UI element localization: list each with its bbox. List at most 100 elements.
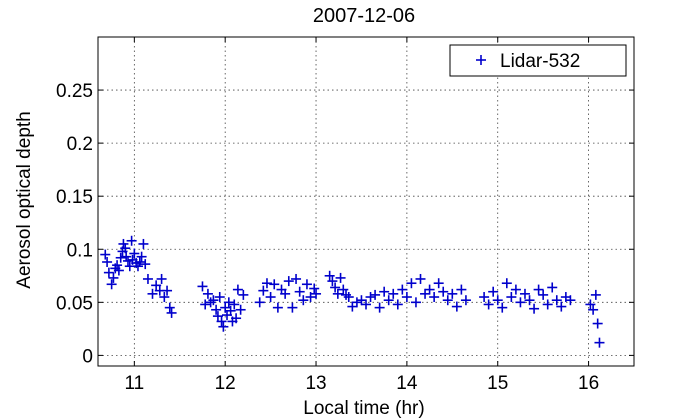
data-point: [524, 295, 535, 306]
data-point: [356, 295, 367, 306]
data-point: [324, 270, 335, 281]
x-tick-label: 11: [124, 373, 144, 394]
data-point: [102, 256, 113, 267]
data-point: [585, 299, 596, 310]
data-point: [129, 248, 140, 259]
data-point: [538, 289, 549, 300]
data-point: [506, 292, 517, 303]
data-point: [269, 279, 280, 290]
data-point: [100, 249, 111, 260]
data-point: [216, 316, 227, 327]
data-point: [229, 299, 240, 310]
data-points: [100, 235, 605, 348]
data-point: [479, 292, 490, 303]
data-point: [361, 299, 371, 310]
data-point: [258, 285, 269, 296]
data-point: [214, 292, 225, 303]
data-point: [218, 321, 229, 332]
y-axis-ticks: 0 0.05 0.1 0.15 0.2 0.25: [56, 81, 634, 367]
data-point: [456, 284, 467, 295]
data-point: [212, 311, 223, 322]
data-point: [492, 295, 503, 306]
data-point: [232, 284, 243, 295]
data-point: [138, 238, 149, 249]
data-point: [460, 295, 471, 306]
data-point: [134, 256, 145, 267]
data-point: [280, 288, 291, 299]
x-tick-label: 12: [215, 373, 236, 394]
data-point: [338, 284, 349, 295]
data-point: [442, 295, 453, 306]
legend-plus-marker: [476, 55, 486, 65]
data-point: [283, 276, 294, 287]
data-point: [197, 281, 208, 292]
data-point: [208, 295, 219, 306]
y-tick-label: 0.15: [56, 187, 93, 208]
data-point: [332, 288, 343, 299]
data-point: [406, 278, 417, 289]
data-point: [556, 301, 567, 312]
y-tick-label: 0.05: [56, 293, 93, 314]
data-point: [374, 302, 385, 313]
data-point: [121, 251, 132, 262]
data-point: [343, 292, 354, 303]
data-point: [272, 302, 283, 313]
data-point: [309, 283, 320, 294]
data-point: [590, 289, 601, 300]
data-point: [483, 299, 494, 310]
data-point: [388, 288, 399, 299]
grid-lines: [98, 37, 634, 366]
data-point: [126, 235, 137, 246]
data-point: [156, 273, 167, 284]
data-point: [351, 297, 362, 308]
data-point: [103, 267, 114, 278]
data-point: [533, 284, 544, 295]
data-point: [519, 288, 530, 299]
data-point: [365, 292, 376, 303]
chart-title: 2007-12-06: [313, 5, 415, 27]
data-point: [451, 301, 462, 312]
data-point: [291, 273, 302, 284]
data-point: [529, 303, 540, 314]
data-point: [231, 313, 242, 324]
plot-area-frame: [97, 36, 635, 367]
x-axis-label: Local time (hr): [303, 398, 424, 419]
x-tick-label: 16: [578, 373, 599, 394]
data-point: [261, 278, 272, 289]
data-point: [106, 279, 117, 290]
data-point: [488, 286, 499, 297]
data-point: [164, 302, 175, 313]
x-tick-label: 14: [396, 373, 418, 394]
data-point: [347, 301, 358, 312]
legend: Lidar-532: [449, 44, 627, 77]
data-point: [327, 276, 338, 287]
data-point: [438, 286, 449, 297]
y-tick-label: 0: [82, 346, 93, 367]
legend-label: Lidar-532: [500, 51, 580, 72]
data-point: [401, 292, 412, 303]
legend-marker-plus-icon: [476, 55, 486, 65]
data-point: [140, 259, 151, 270]
x-axis-ticks: 11 12 13 14 15 16: [124, 37, 599, 394]
data-point: [151, 280, 162, 291]
data-point: [115, 252, 126, 263]
y-tick-label: 0.1: [67, 240, 93, 261]
data-point: [265, 292, 276, 303]
data-point: [166, 307, 177, 318]
data-point: [515, 297, 526, 308]
x-tick-label: 13: [305, 373, 326, 394]
data-point: [298, 295, 309, 306]
data-point: [547, 282, 558, 293]
data-point: [235, 304, 246, 315]
data-point: [311, 288, 322, 299]
x-tick-label: 15: [487, 373, 508, 394]
data-point: [118, 238, 129, 249]
data-point: [305, 292, 316, 303]
data-point: [588, 304, 599, 315]
data-point: [397, 284, 408, 295]
data-point: [379, 286, 390, 297]
data-point: [287, 302, 298, 313]
data-point: [225, 305, 236, 316]
data-point: [551, 295, 562, 306]
